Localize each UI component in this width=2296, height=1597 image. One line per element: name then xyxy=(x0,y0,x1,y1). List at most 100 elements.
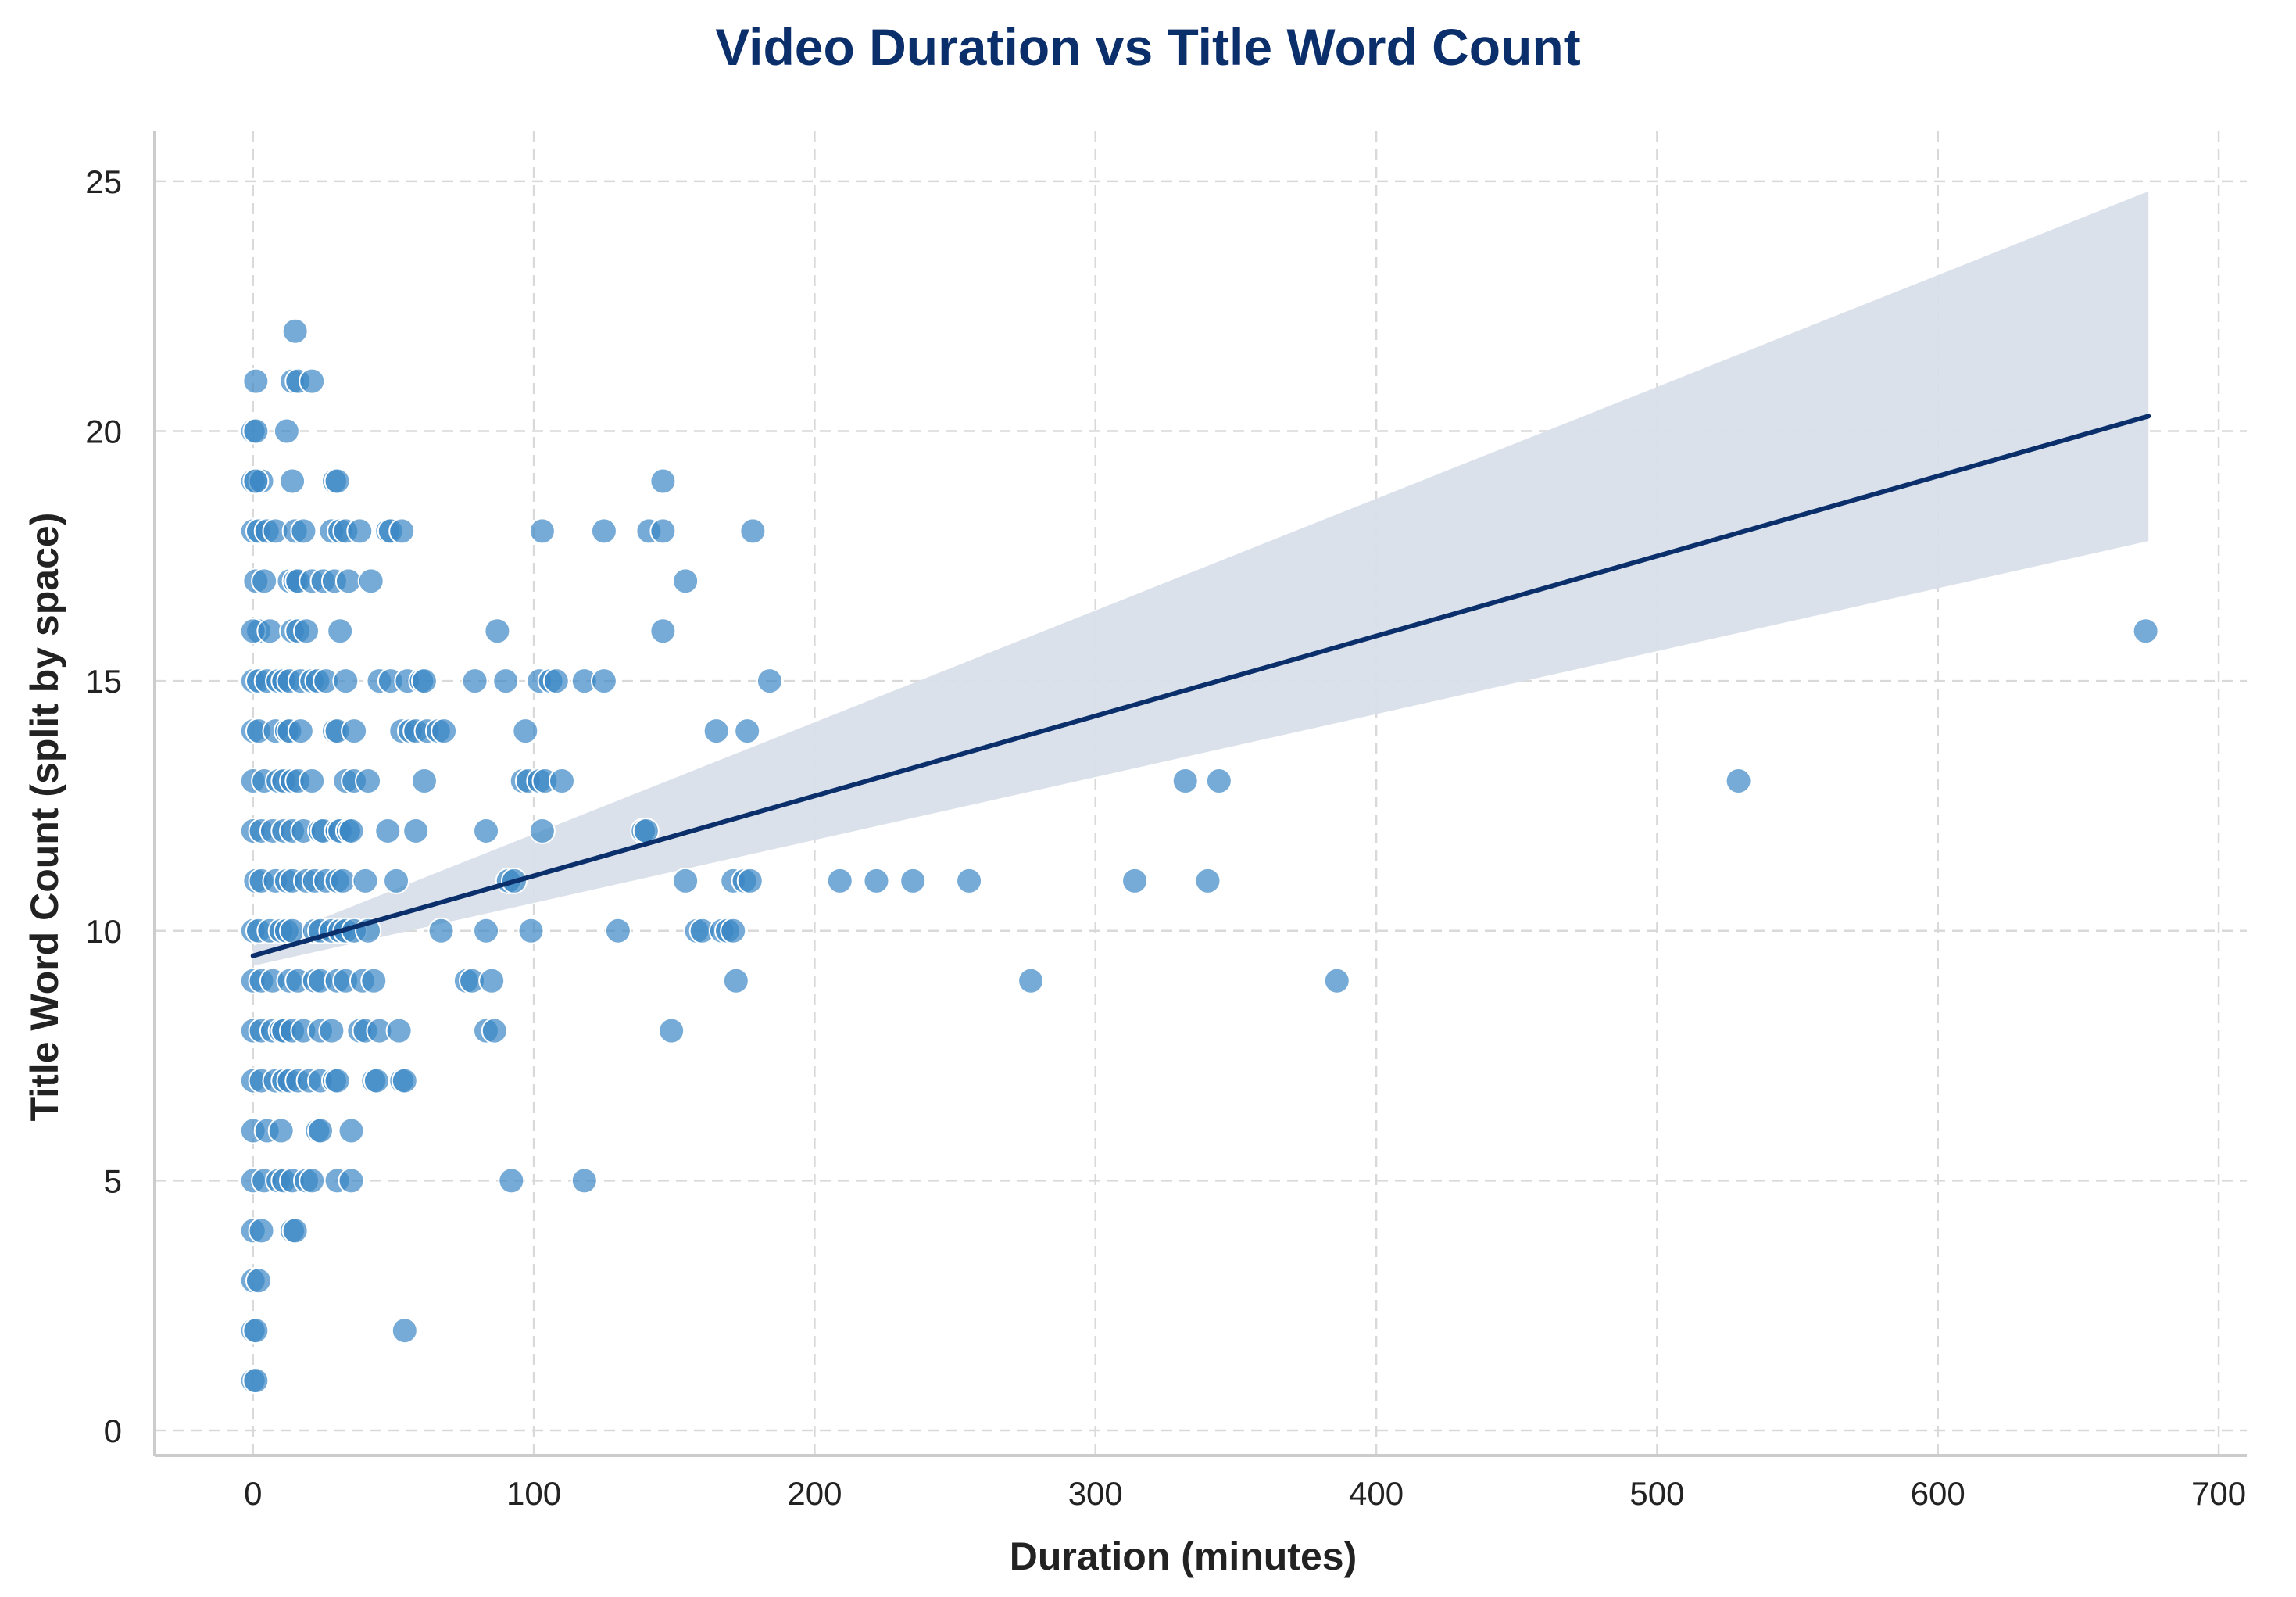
data-point xyxy=(649,618,677,645)
data-point xyxy=(374,817,402,844)
data-point xyxy=(1194,867,1221,894)
data-point xyxy=(287,718,314,745)
data-point xyxy=(290,517,317,545)
tick-labels: 0 100 200 300 400 500 600 700 0 5 10 15 20 25 xyxy=(85,163,2246,1512)
data-point xyxy=(248,1217,275,1244)
data-point xyxy=(360,967,388,994)
data-point xyxy=(273,417,300,445)
y-tick-label: 25 xyxy=(85,163,122,200)
data-point xyxy=(410,768,438,795)
data-point xyxy=(570,1167,598,1194)
data-point xyxy=(299,367,326,395)
x-tick-label: 200 xyxy=(787,1475,842,1512)
data-point xyxy=(720,917,747,944)
y-tick-label: 15 xyxy=(85,663,122,700)
trendline xyxy=(250,414,2151,958)
data-point xyxy=(739,517,767,545)
data-points xyxy=(239,317,2159,1395)
confidence-band xyxy=(252,191,2149,966)
y-axis-label: Title Word Count (split by space) xyxy=(23,513,66,1122)
data-point xyxy=(549,768,576,795)
data-point xyxy=(355,768,382,795)
data-point xyxy=(484,618,511,645)
data-point xyxy=(604,917,631,944)
data-point xyxy=(329,867,356,894)
data-point xyxy=(492,668,520,695)
y-tick-label: 5 xyxy=(104,1162,122,1199)
data-point xyxy=(334,568,362,595)
data-point xyxy=(672,867,699,894)
data-point xyxy=(299,1167,326,1194)
x-tick-label: 300 xyxy=(1068,1475,1123,1512)
data-point xyxy=(338,1117,365,1144)
data-point xyxy=(722,967,749,994)
data-point xyxy=(242,467,270,495)
data-point xyxy=(528,517,556,545)
chart-title: Video Duration vs Title Word Count xyxy=(715,18,1581,76)
data-point xyxy=(658,1017,685,1044)
data-point xyxy=(899,867,927,894)
trendline-layer xyxy=(250,414,2151,958)
y-tick-label: 0 xyxy=(104,1413,122,1449)
data-point xyxy=(299,768,326,795)
grid-lines xyxy=(155,131,2247,1456)
data-point xyxy=(512,718,539,745)
data-point xyxy=(327,618,354,645)
x-tick-label: 400 xyxy=(1349,1475,1404,1512)
axes xyxy=(153,131,2247,1457)
data-point xyxy=(391,1067,418,1094)
data-point xyxy=(956,867,983,894)
y-tick-label: 20 xyxy=(85,414,122,450)
data-point xyxy=(736,867,764,894)
x-tick-label: 0 xyxy=(244,1475,262,1512)
data-point xyxy=(649,467,677,495)
data-point xyxy=(293,618,320,645)
data-point xyxy=(542,668,570,695)
data-point xyxy=(473,917,500,944)
data-point xyxy=(1323,967,1350,994)
data-point xyxy=(357,568,384,595)
data-point xyxy=(410,668,438,695)
data-point xyxy=(324,1067,351,1094)
data-point xyxy=(242,367,270,395)
data-point xyxy=(242,417,270,445)
data-point xyxy=(391,1317,418,1345)
data-point xyxy=(242,1367,270,1395)
data-point xyxy=(2132,618,2159,645)
data-point xyxy=(1017,967,1045,994)
data-point xyxy=(649,517,677,545)
data-point xyxy=(756,668,783,695)
data-point xyxy=(245,1267,272,1294)
data-point xyxy=(478,967,506,994)
data-point xyxy=(332,668,359,695)
data-point xyxy=(251,568,278,595)
data-point xyxy=(517,917,545,944)
data-point xyxy=(338,817,365,844)
data-point xyxy=(318,1017,345,1044)
data-point xyxy=(498,1167,525,1194)
confidence-band-layer xyxy=(252,191,2149,966)
data-point xyxy=(307,1117,334,1144)
x-tick-label: 100 xyxy=(506,1475,561,1512)
data-point xyxy=(383,867,410,894)
data-point xyxy=(427,917,455,944)
data-point xyxy=(338,1167,365,1194)
data-point xyxy=(826,867,853,894)
data-point xyxy=(388,517,416,545)
x-tick-label: 500 xyxy=(1629,1475,1684,1512)
data-point xyxy=(481,1017,508,1044)
data-point xyxy=(385,1017,413,1044)
data-point xyxy=(528,817,556,844)
data-point xyxy=(1171,768,1199,795)
data-point xyxy=(324,467,351,495)
data-point xyxy=(431,718,458,745)
data-point xyxy=(267,1117,295,1144)
data-point xyxy=(279,467,306,495)
data-point xyxy=(461,668,488,695)
data-point xyxy=(590,517,617,545)
data-point xyxy=(703,718,730,745)
data-point xyxy=(242,1317,270,1345)
data-point xyxy=(672,568,699,595)
data-point xyxy=(281,1217,309,1244)
